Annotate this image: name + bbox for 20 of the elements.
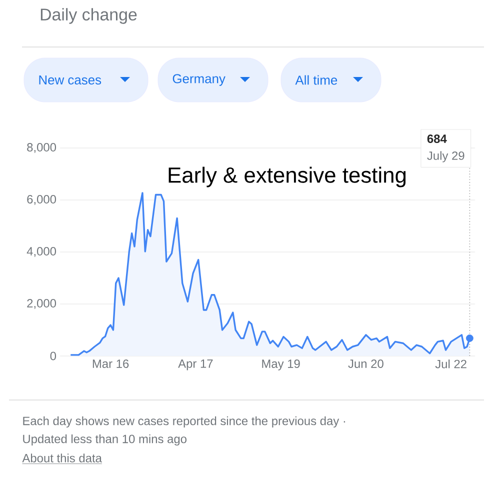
x-tick-label: Jul 22 [435,360,466,368]
y-tick-label: 2,000 [27,299,56,309]
x-tick-label: May 19 [262,360,300,370]
y-tick-label: 0 [50,352,56,360]
text: New cases [39,75,102,85]
text: Updated less than 10 mins ago [23,434,186,446]
annotation: Early & extensive testing [168,166,406,188]
text: About this data [22,454,102,462]
ref-line-label: July 29 [427,151,464,162]
text: Germany [172,74,226,86]
x-tick-label: Jun 20 [348,360,384,368]
chart-title: Daily change [40,8,137,24]
y-tick-label: 4,000 [26,247,56,257]
y-tick-label: 6,000 [27,195,56,205]
text: Each day shows new cases reported since the previous day · [23,416,346,428]
text: All time [295,75,338,85]
text: 684 [427,134,447,143]
y-tick-label: 8,000 [27,143,56,153]
x-tick-label: Mar 16 [92,360,129,368]
x-tick-label: Apr 17 [178,360,213,370]
